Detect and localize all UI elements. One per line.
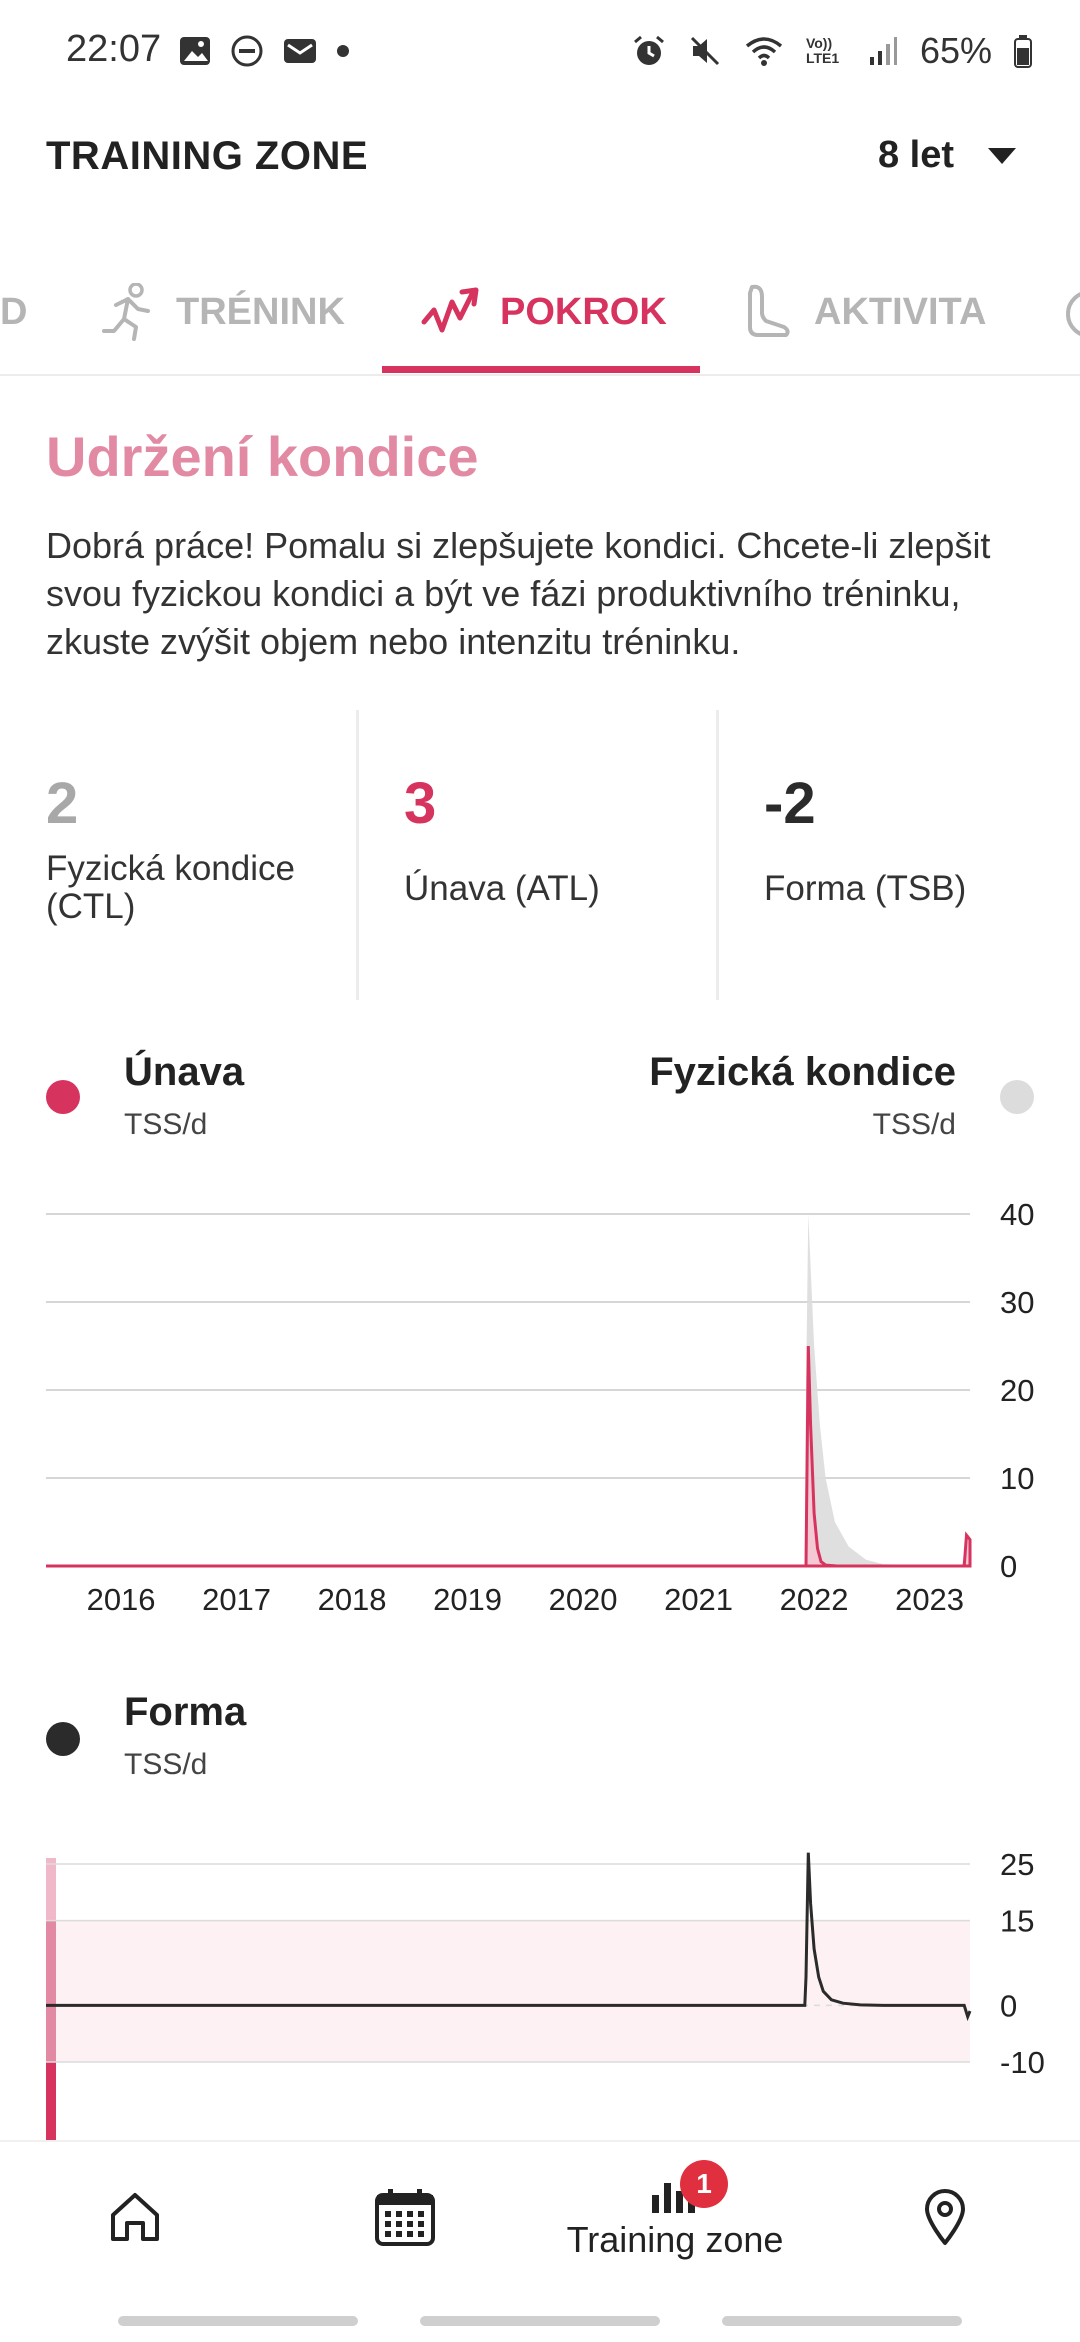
battery-percent: 65% [919,30,992,71]
status-heading: Udržení kondice [46,425,479,488]
y-tick-label: 20 [1000,1373,1034,1408]
legend-dot-forma [46,1722,80,1756]
status-description: Dobrá práce! Pomalu si zlepšujete kondic… [46,525,991,662]
x-tick-label: 2018 [318,1582,387,1617]
metric-value: 3 [404,771,437,836]
metric-value: 2 [46,771,79,836]
runner-icon [102,283,150,341]
tab-trenink[interactable]: TRÉNINK [100,250,345,374]
alarm-icon [633,35,664,65]
legend-unit-unava: TSS/d [124,1108,208,1141]
metric-atl: 3 Únava (ATL) [404,710,764,1000]
status-time: 22:07 [66,28,162,70]
y-tick-label: 10 [1000,1461,1034,1496]
nav-map[interactable] [880,2142,1010,2292]
signal-icon [869,37,897,65]
optimal-zone-band [46,1920,970,2062]
page-title: TRAINING ZONE [46,134,369,178]
mail-icon [284,39,316,63]
y-tick-label: 0 [1000,1988,1017,2023]
y-tick-label: 40 [1000,1197,1034,1232]
legend-title-kondice: Fyzická kondice [649,1050,956,1094]
gesture-bar [722,2316,962,2326]
y-tick-label: 30 [1000,1285,1034,1320]
range-dropdown[interactable]: 8 let [878,134,1016,177]
metric-label: Únava (ATL) [404,869,600,908]
zone-bar [46,1920,56,2062]
legend-title-unava: Únava [124,1050,245,1094]
tab-bar: D TRÉNINK POKROK AKTIVITA [0,250,1080,376]
fitness-fatigue-chart: 40 30 20 10 0 2016 2017 2018 2019 2020 2021 2022 20… [46,1197,1034,1617]
legend-unit-kondice: TSS/d [872,1108,956,1141]
active-tab-indicator [382,366,700,373]
tab-aktivita[interactable]: AKTIVITA [744,250,986,374]
range-value: 8 let [877,134,954,176]
status-left-icons [178,34,350,68]
gesture-bar [118,2316,358,2326]
mute-icon [690,36,719,66]
zone-bar [46,2062,56,2140]
metric-label: Forma (TSB) [764,869,967,908]
nav-training-zone[interactable]: Training zone 1 [540,2142,810,2292]
x-tick-label: 2023 [895,1582,964,1617]
volte-label: Vo)) LTE1 [805,35,840,66]
series-line-forma [46,1852,972,2022]
caret-down-icon [988,147,1016,164]
nav-label: Training zone [566,2219,784,2260]
metric-ctl: 2 Fyzická kondice (CTL) [46,710,406,1000]
tab-label: AKTIVITA [814,290,987,333]
tab-label: D [0,290,28,333]
x-tick-label: 2017 [202,1582,271,1617]
metric-divider [356,710,359,1000]
tab-label: POKROK [500,290,667,333]
wifi-icon [745,37,783,66]
bottom-nav: Training zone 1 [0,2140,1080,2342]
dnd-icon [231,35,263,67]
zone-bar [46,1858,56,1921]
form-chart: 25 15 0 -10 [46,1847,1045,2140]
legend-unit-forma: TSS/d [124,1748,208,1781]
status-right-icons: Vo)) LTE1 65% [632,30,1032,72]
map-pin-icon [925,2189,965,2245]
battery-icon [1014,35,1032,68]
calendar-icon [375,2189,435,2246]
tab-label: TRÉNINK [176,290,345,333]
x-tick-label: 2022 [780,1582,849,1617]
legend-dot-kondice [1000,1080,1034,1114]
x-tick-label: 2021 [664,1582,733,1617]
nav-calendar[interactable] [340,2142,470,2292]
x-tick-label: 2019 [433,1582,502,1617]
notification-badge: 1 [680,2160,728,2208]
metric-divider [716,710,719,1000]
footprint-icon [748,284,790,337]
metric-label: Fyzická kondice (CTL) [46,849,295,926]
x-tick-label: 2020 [549,1582,618,1617]
series-area-unava [46,1345,972,1568]
progress-icon [421,287,479,333]
tab-pokrok[interactable]: POKROK [420,250,667,374]
dot-icon [337,45,349,57]
metric-value: -2 [764,771,816,836]
legend-title-forma: Forma [124,1690,247,1734]
x-tick-label: 2016 [87,1582,156,1617]
y-tick-label: 0 [1000,1549,1017,1584]
metric-tsb: -2 Forma (TSB) [764,710,1080,1000]
nav-home[interactable] [70,2142,200,2292]
legend-dot-unava [46,1080,80,1114]
image-icon [180,37,210,65]
tab-partial-left[interactable]: D [0,250,27,374]
status-bar: 22:07 Vo)) LTE1 65% [0,0,1080,100]
y-tick-label: 15 [1000,1904,1034,1939]
tab-partial-right[interactable] [1066,290,1080,338]
home-icon [111,2193,159,2241]
y-tick-label: 25 [1000,1847,1034,1882]
y-tick-label: -10 [1000,2045,1045,2080]
gesture-bar [420,2316,660,2326]
